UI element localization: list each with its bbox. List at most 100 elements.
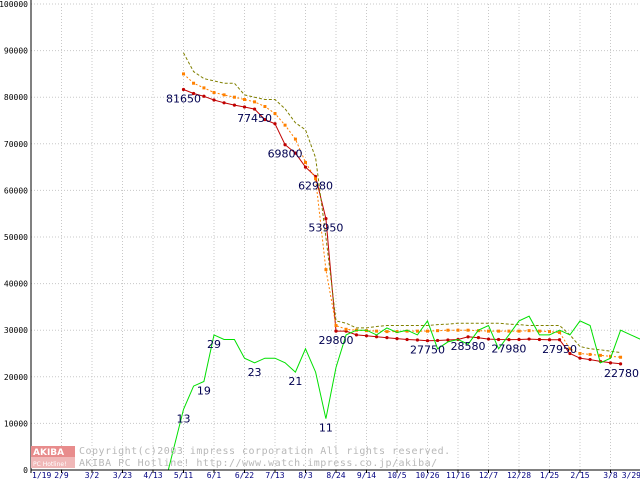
series-line-0 [183,89,621,365]
series-point [232,95,236,99]
series-point [466,328,470,332]
series-point [487,329,490,333]
series-point [618,362,623,366]
data-label: 13 [177,412,191,425]
data-label: 77450 [237,112,272,125]
series-point [385,330,389,334]
series-point [578,352,582,355]
x-tick-label: 11/16 [446,471,470,480]
series-point [466,335,470,339]
series-point [232,103,237,107]
data-label: 28580 [451,340,486,353]
series-point [243,98,246,102]
y-axis-ticks: 0 10000 20000 30000 40000 50000 60000 70000 8000… [0,0,28,475]
series-point [415,329,419,333]
series-point [446,328,450,332]
akiba-logo: AKIBA PC Hotline! [31,446,75,468]
series-point [425,339,430,343]
series-point [537,337,542,342]
series-point [242,105,247,109]
series-point [303,165,308,169]
x-tick-label: 1/19 [32,471,51,480]
data-label: 27750 [410,344,445,357]
series-point [334,329,338,333]
watermark: AKIBA PC Hotline! Copyright(c)2003 impre… [31,446,451,469]
series-point [212,91,216,95]
series-point [405,329,409,333]
series-point [476,336,481,340]
series-point [334,324,338,328]
series-point [324,268,328,272]
data-labels: 81650 77450 69800 62980 53950 29800 27750 28580… [166,93,639,435]
series-point [222,93,226,97]
series-point [273,122,277,126]
series-point [364,334,369,338]
series-point [558,331,562,335]
series-point [486,337,491,341]
series-point [619,355,623,359]
y-tick-label: 100000 [0,0,28,9]
logo-bottom-text: PC Hotline! [33,461,66,468]
series-point [273,112,277,116]
series-point [588,352,592,356]
series-point [263,117,267,122]
series-point [192,81,196,85]
series-point [395,330,399,334]
x-tick-label: 5/11 [174,471,193,480]
x-tick-label: 10/26 [415,471,439,480]
series-point [507,329,511,333]
x-tick-label: 3/29 [622,471,640,480]
series-point [598,353,602,357]
series-point [263,105,267,109]
x-tick-label: 2/15 [570,471,589,480]
series-point [314,177,318,181]
x-tick-label: 12/7 [479,471,498,480]
x-tick-label: 8/3 [298,471,313,480]
series-line-3 [167,315,640,471]
series-point [557,338,562,342]
x-tick-label: 3/2 [85,471,100,480]
series-point [293,151,298,155]
data-label: 19 [197,384,211,397]
series-point [293,137,297,141]
y-tick-label: 70000 [4,140,28,149]
y-tick-label: 60000 [4,186,28,195]
series-point [385,336,389,340]
series-point [527,337,531,341]
x-tick-label: 10/5 [387,471,406,480]
series-point [304,160,307,164]
x-tick-label: 3/23 [113,471,132,480]
y-tick-label: 0 [23,466,28,475]
series-point [354,333,359,337]
y-tick-label: 80000 [4,93,28,102]
chart-series [167,52,640,471]
series-point [548,330,551,334]
series-point [415,338,420,342]
series-point [609,354,612,358]
series-point [181,87,186,92]
series-point [374,335,379,339]
series-point [283,123,287,127]
series-point [527,329,531,333]
y-tick-label: 30000 [4,326,28,335]
series-point [222,101,226,105]
series-point [405,337,409,342]
series-point [537,329,541,333]
series-point [253,100,257,104]
series-point [547,338,552,342]
site-url-text: AKIBA PC Hotline! http://www.watch.impre… [79,458,438,469]
y-tick-label: 20000 [4,373,28,382]
x-tick-label: 9/14 [357,471,376,480]
series-point [568,347,572,351]
series-point [202,86,206,90]
data-label: 23 [248,366,262,379]
data-label: 53950 [308,222,343,235]
copyright-text: Copyright(c)2003 impress corporation All… [79,446,451,457]
series-point [191,91,196,96]
x-tick-label: 8/24 [326,471,345,480]
series-point [517,337,521,342]
series-point [252,107,257,111]
data-label: 29800 [319,334,354,347]
